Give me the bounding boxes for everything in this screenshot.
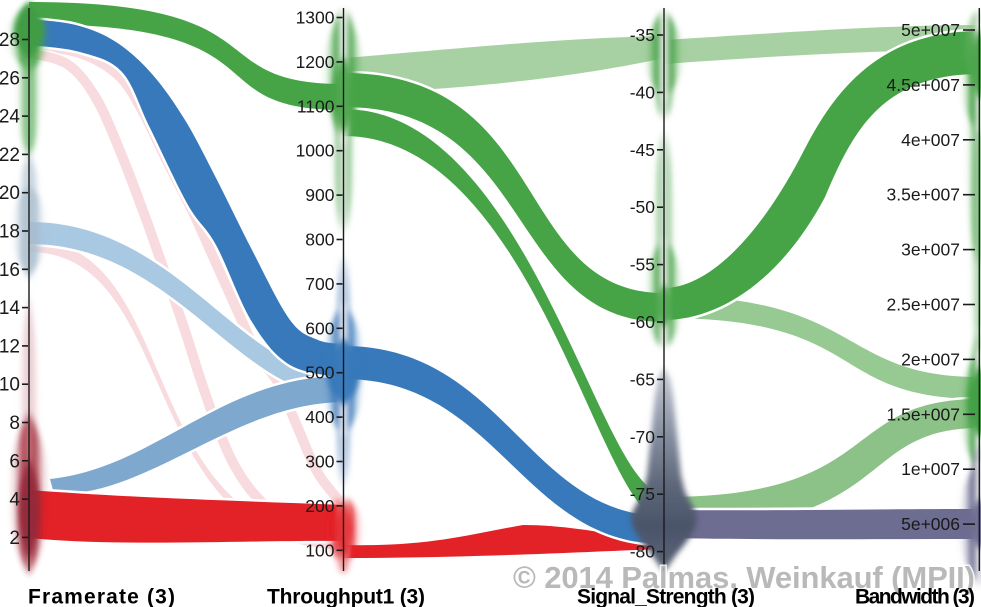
svg-text:8: 8 [9, 413, 20, 434]
svg-text:1100: 1100 [297, 96, 335, 116]
svg-text:14: 14 [0, 298, 20, 319]
svg-text:1.5e+007: 1.5e+007 [887, 404, 960, 424]
svg-text:2: 2 [9, 528, 20, 549]
svg-text:6: 6 [9, 451, 20, 472]
svg-text:Throughput1 (3): Throughput1 (3) [267, 586, 425, 607]
svg-text:2.5e+007: 2.5e+007 [887, 295, 960, 315]
svg-text:5e+007: 5e+007 [901, 20, 960, 40]
svg-text:800: 800 [305, 230, 334, 250]
svg-text:5e+006: 5e+006 [901, 514, 960, 534]
svg-text:3e+007: 3e+007 [901, 240, 960, 260]
svg-text:1200: 1200 [296, 52, 335, 72]
svg-text:200: 200 [305, 496, 334, 516]
svg-text:300: 300 [305, 452, 334, 472]
svg-text:-40: -40 [630, 82, 656, 102]
svg-text:24: 24 [0, 107, 20, 128]
svg-text:4e+007: 4e+007 [901, 130, 960, 150]
svg-text:4: 4 [9, 490, 20, 511]
svg-text:22: 22 [0, 145, 20, 166]
svg-text:Signal_Strength (3): Signal_Strength (3) [577, 586, 755, 607]
svg-text:100: 100 [305, 540, 334, 560]
svg-text:-60: -60 [630, 312, 656, 332]
svg-text:2e+007: 2e+007 [901, 349, 960, 369]
svg-text:-75: -75 [630, 484, 655, 504]
svg-text:-50: -50 [630, 197, 656, 217]
svg-text:Bandwidth (3): Bandwidth (3) [855, 586, 975, 607]
svg-text:-55: -55 [630, 255, 655, 275]
svg-text:12: 12 [0, 336, 20, 357]
svg-text:700: 700 [305, 274, 334, 294]
svg-text:600: 600 [305, 318, 334, 338]
svg-text:-65: -65 [630, 369, 655, 389]
svg-text:3.5e+007: 3.5e+007 [887, 185, 960, 205]
svg-text:-70: -70 [630, 427, 656, 447]
svg-text:20: 20 [0, 183, 20, 204]
svg-text:-45: -45 [630, 140, 655, 160]
svg-text:28: 28 [0, 30, 20, 51]
svg-text:Framerate (3): Framerate (3) [28, 586, 175, 607]
svg-text:© 2014 Palmas, Weinkauf (MPII): © 2014 Palmas, Weinkauf (MPII) [513, 560, 975, 595]
svg-text:26: 26 [0, 68, 20, 89]
svg-text:-80: -80 [630, 542, 656, 562]
svg-text:-35: -35 [630, 25, 655, 45]
svg-text:10: 10 [0, 375, 20, 396]
svg-text:500: 500 [305, 363, 334, 383]
svg-text:1300: 1300 [296, 8, 335, 28]
svg-text:900: 900 [305, 185, 334, 205]
svg-text:16: 16 [0, 260, 20, 281]
svg-text:1e+007: 1e+007 [901, 459, 960, 479]
svg-text:1000: 1000 [296, 141, 335, 161]
svg-text:18: 18 [0, 222, 20, 243]
svg-text:400: 400 [305, 407, 334, 427]
svg-text:4.5e+007: 4.5e+007 [887, 75, 960, 95]
